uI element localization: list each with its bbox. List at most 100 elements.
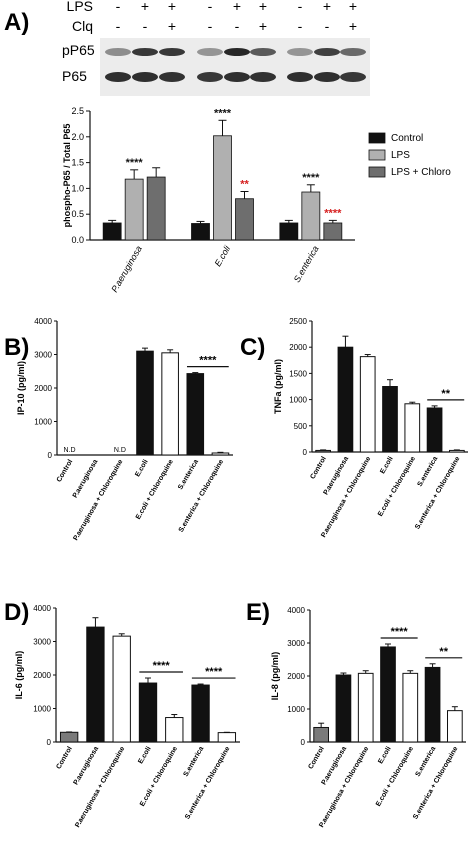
bar [313, 726, 329, 743]
y-tick-label: 1000 [289, 396, 307, 405]
y-tick-label: 4000 [33, 604, 51, 613]
bar [380, 646, 396, 743]
significance-label: ** [441, 388, 450, 400]
treatment-mark: + [349, 18, 357, 34]
treatment-mark: + [259, 0, 267, 14]
y-tick-label: 2.0 [71, 132, 84, 142]
chart-ip10: 0 1000 2000 3000 4000 IP-10 (pg/ml) ControlP.a… [16, 317, 233, 542]
category-label: S.enterica [183, 745, 206, 778]
category-label: Control [309, 455, 328, 480]
category-label: S.enterica + Chloroquine [412, 745, 459, 820]
panel-label-d: D) [4, 599, 29, 626]
treatment-mark: - [116, 18, 121, 34]
y-axis-label: TNFa (pg/ml) [273, 359, 283, 414]
category-label: P.aeruginosa [109, 244, 144, 294]
y-tick-label: 2000 [287, 672, 305, 681]
bar [217, 732, 237, 743]
category-label: E.coli [137, 745, 152, 765]
legend-label: LPS + Chloro [391, 167, 451, 178]
legend-label: LPS [391, 150, 410, 161]
category-label: P.aeruginosa + Chloroquine [74, 745, 126, 828]
band-label-pp65: pP65 [62, 42, 95, 58]
bar [235, 198, 254, 241]
y-tick-label: 1000 [34, 418, 52, 427]
band-label-p65: P65 [62, 68, 87, 84]
category-label: S.enterica + Chloroquine [178, 458, 225, 533]
bar [191, 684, 210, 743]
significance-label: ** [240, 178, 249, 190]
y-tick-label: 3000 [34, 351, 52, 360]
y-tick-label: 0 [303, 448, 308, 457]
y-tick-label: 4000 [287, 606, 305, 615]
bar [136, 350, 154, 456]
category-label: E.coli [134, 458, 149, 478]
western-blot-image [100, 38, 370, 96]
bar [211, 452, 230, 456]
bar [279, 222, 299, 241]
significance-label: **** [153, 660, 171, 672]
category-label: P.aeruginosa [73, 745, 101, 786]
bar [112, 635, 131, 743]
significance-label: **** [302, 172, 320, 184]
panel-label-e: E) [246, 599, 270, 626]
treatment-mark: + [259, 18, 267, 34]
bar [424, 666, 441, 743]
bar [404, 403, 421, 453]
panel-label-b: B) [4, 334, 29, 361]
category-label: P.aeruginosa [72, 458, 100, 499]
bar [86, 626, 105, 743]
treatment-mark: - [298, 0, 303, 14]
not-detected-label: N.D [114, 447, 126, 454]
treatment-mark: - [298, 18, 303, 34]
bar [301, 191, 321, 241]
category-label: S.enterica [417, 455, 440, 488]
blot-band [132, 72, 158, 82]
blot-band [159, 48, 185, 56]
y-tick-label: 3000 [287, 639, 305, 648]
legend-swatch [368, 166, 386, 178]
treatment-mark: - [143, 18, 148, 34]
bar [186, 373, 205, 456]
y-tick-label: 500 [294, 422, 308, 431]
treatment-mark: - [208, 18, 213, 34]
blot-band [224, 48, 250, 56]
blot-band [287, 72, 313, 82]
y-tick-label: 0.5 [71, 209, 84, 219]
category-label: S.enterica [415, 745, 438, 778]
y-tick-label: 2500 [289, 317, 307, 326]
treatment-mark: + [168, 0, 176, 14]
treatment-marks: - + + - + + - + + - - + - - + - - + [116, 0, 357, 34]
significance-label: **** [324, 207, 342, 219]
y-tick-label: 1500 [289, 369, 307, 378]
significance-label: **** [199, 355, 217, 367]
blot-background [100, 38, 370, 96]
treatment-mark: + [168, 18, 176, 34]
category-label: P.aeruginosa + Chloroquine [72, 458, 124, 541]
bar [337, 346, 354, 453]
bar [161, 352, 179, 456]
treatment-mark: - [325, 18, 330, 34]
y-tick-label: 1000 [287, 705, 305, 714]
treatment-mark: + [349, 0, 357, 14]
category-label: S.enterica + Chloroquine [414, 455, 461, 530]
bar [335, 674, 352, 743]
y-tick-label: 2000 [34, 384, 52, 393]
treatment-mark: - [208, 0, 213, 14]
y-tick-label: 1000 [33, 705, 51, 714]
treatment-mark: - [235, 18, 240, 34]
not-detected-label: N.D [64, 447, 76, 454]
significance-label: **** [214, 107, 232, 119]
y-tick-label: 3000 [33, 638, 51, 647]
blot-band [132, 48, 158, 56]
bar [213, 135, 232, 241]
y-tick-label: 0 [47, 738, 52, 747]
bar [323, 222, 343, 241]
chart-il8: 0 1000 2000 3000 4000 IL-8 (pg/ml) ControlP.ae… [270, 606, 466, 829]
category-label: Control [56, 458, 75, 483]
category-label: P.aeruginosa + Chloroquine [318, 745, 370, 828]
bar [124, 178, 144, 241]
y-axis-label: IL-8 (pg/ml) [270, 652, 280, 701]
bar [402, 672, 419, 743]
legend-swatch [368, 132, 386, 144]
y-axis-label: phospho-P65 / Total P65 [62, 124, 72, 228]
